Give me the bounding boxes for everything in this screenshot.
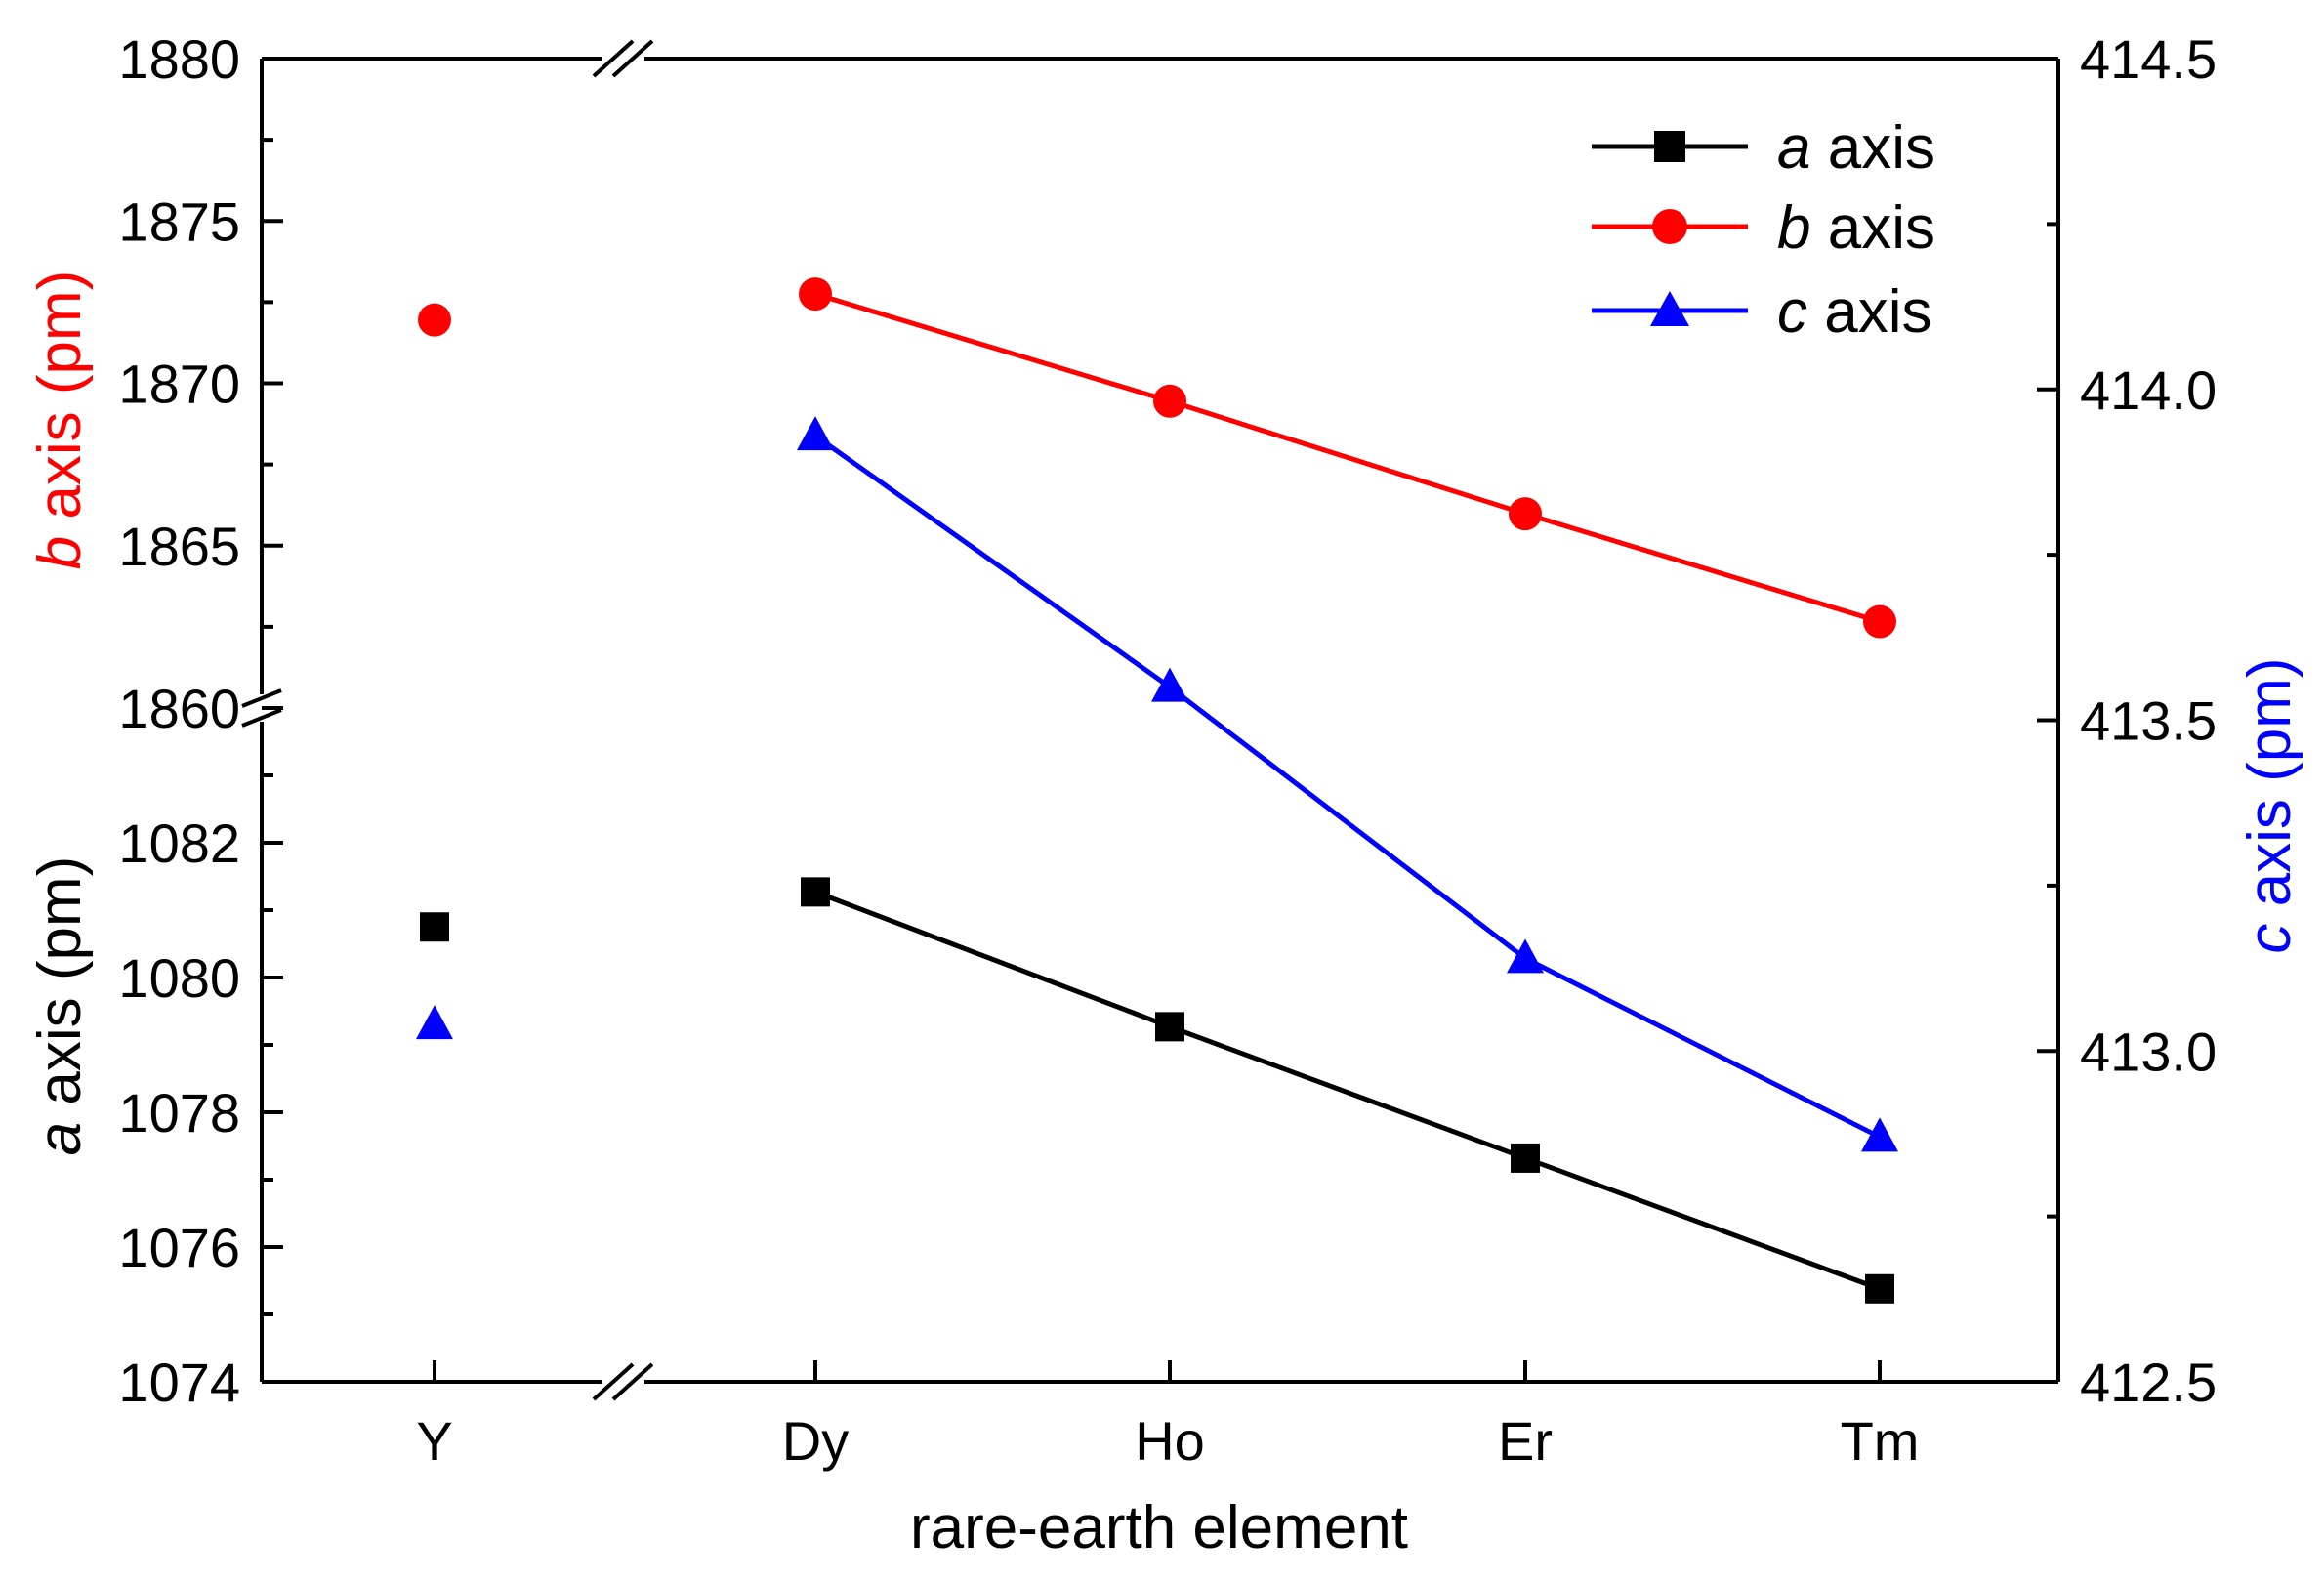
x-axis-tick-labels: Y Dy Ho Er Tm xyxy=(416,1410,1919,1472)
b-axis-title-italic: b xyxy=(26,536,94,569)
x-axis-tick-label: Tm xyxy=(1841,1410,1920,1472)
c-axis-tick-label: 414.0 xyxy=(2080,359,2217,421)
data-point-square xyxy=(420,912,449,942)
b-axis-tick-label: 1865 xyxy=(118,516,240,577)
series-a-line xyxy=(814,890,1881,1292)
a-axis-tick-label: 1078 xyxy=(118,1082,240,1144)
c-axis-tick-label: 412.5 xyxy=(2080,1352,2217,1413)
a-axis-tick-labels: 1074 1076 1078 1080 1082 xyxy=(118,812,240,1413)
a-axis-tick-label: 1074 xyxy=(118,1352,240,1413)
legend-item-c: c axis xyxy=(1592,278,1931,346)
break-stroke xyxy=(611,39,654,78)
series-c-axis xyxy=(416,416,1898,1152)
legend-label-c-italic: c xyxy=(1777,278,1807,346)
data-point-triangle xyxy=(1507,938,1544,974)
data-point-triangle xyxy=(416,1005,453,1040)
legend-label-c-rest: axis xyxy=(1807,278,1931,346)
c-axis-tick-label: 414.5 xyxy=(2080,28,2217,90)
svg-text:c axis: c axis xyxy=(1777,278,1931,346)
a-axis-title-italic: a xyxy=(26,1122,94,1155)
b-axis-tick-label: 1880 xyxy=(118,28,240,90)
c-axis-tick-label: 413.5 xyxy=(2080,690,2217,752)
b-axis-tick-label: 1875 xyxy=(118,190,240,252)
svg-text:c axis (pm): c axis (pm) xyxy=(2236,657,2303,953)
c-axis-title-rest: axis (pm) xyxy=(2236,657,2303,923)
c-axis-tick-labels: 412.5 413.0 413.5 414.0 414.5 xyxy=(2080,28,2217,1413)
data-point-triangle xyxy=(1861,1117,1898,1152)
b-axis-title: b axis (pm) xyxy=(26,271,94,570)
x-axis-tick-label: Er xyxy=(1498,1410,1553,1472)
legend-item-a: a axis xyxy=(1592,114,1935,182)
svg-text:a axis: a axis xyxy=(1777,114,1935,182)
legend-marker-square xyxy=(1654,131,1685,162)
break-stroke xyxy=(592,39,635,78)
x-axis-tick-label: Y xyxy=(416,1410,452,1472)
c-axis-title-italic: c xyxy=(2236,924,2303,954)
x-axis-title: rare-earth element xyxy=(910,1494,1408,1561)
break-stroke xyxy=(592,1362,635,1401)
data-point-circle xyxy=(1509,497,1542,531)
legend-item-b: b axis xyxy=(1592,194,1935,262)
data-point-square xyxy=(1865,1273,1894,1304)
legend-label-a-rest: axis xyxy=(1810,114,1934,182)
c-axis-title: c axis (pm) xyxy=(2236,657,2303,953)
legend-label-b-italic: b xyxy=(1777,194,1810,262)
b-axis-tick-label: 1870 xyxy=(118,354,240,415)
a-axis-title: a axis (pm) xyxy=(26,856,94,1156)
data-point-circle xyxy=(1863,604,1896,639)
break-stroke xyxy=(611,1362,654,1401)
b-axis-tick-label: 1860 xyxy=(118,678,240,739)
legend-marker-circle xyxy=(1652,209,1687,244)
c-axis-tick-label: 413.0 xyxy=(2080,1020,2217,1082)
data-point-square xyxy=(1511,1143,1540,1173)
a-axis-tick-label: 1080 xyxy=(118,947,240,1009)
legend-label-a-italic: a xyxy=(1777,114,1810,182)
legend-label-b-rest: axis xyxy=(1810,194,1934,262)
data-point-square xyxy=(1155,1012,1184,1042)
legend-marker-triangle xyxy=(1650,291,1689,326)
x-axis-tick-label: Ho xyxy=(1135,1410,1205,1472)
break-stroke xyxy=(241,688,282,708)
b-axis-title-rest: axis (pm) xyxy=(26,271,94,536)
series-b-axis xyxy=(418,277,1896,639)
break-stroke xyxy=(241,708,282,728)
legend: a axis b axis c axis xyxy=(1592,114,1935,346)
a-axis-tick-label: 1082 xyxy=(118,812,240,874)
a-axis-title-rest: axis (pm) xyxy=(26,856,94,1122)
series-b-line xyxy=(814,291,1881,624)
series-c-line xyxy=(813,434,1882,1140)
data-point-circle xyxy=(1153,384,1186,418)
data-point-circle xyxy=(418,303,451,337)
x-axis-tick-label: Dy xyxy=(782,1410,849,1472)
plot-area xyxy=(241,39,2060,1401)
data-point-triangle xyxy=(797,416,834,451)
x-axis-break-top xyxy=(592,39,654,78)
svg-text:b axis (pm): b axis (pm) xyxy=(26,271,94,570)
data-point-circle xyxy=(799,277,832,312)
b-axis-tick-labels: 1860 1865 1870 1875 1880 xyxy=(118,28,240,739)
svg-text:b axis: b axis xyxy=(1777,194,1935,262)
x-axis-break-bottom xyxy=(592,1362,654,1401)
a-axis-tick-label: 1076 xyxy=(118,1217,240,1278)
series-a-axis xyxy=(420,877,1894,1304)
y-axis-break xyxy=(241,688,282,728)
data-point-square xyxy=(801,877,830,907)
data-point-triangle xyxy=(1151,667,1188,702)
svg-text:a axis (pm): a axis (pm) xyxy=(26,856,94,1156)
